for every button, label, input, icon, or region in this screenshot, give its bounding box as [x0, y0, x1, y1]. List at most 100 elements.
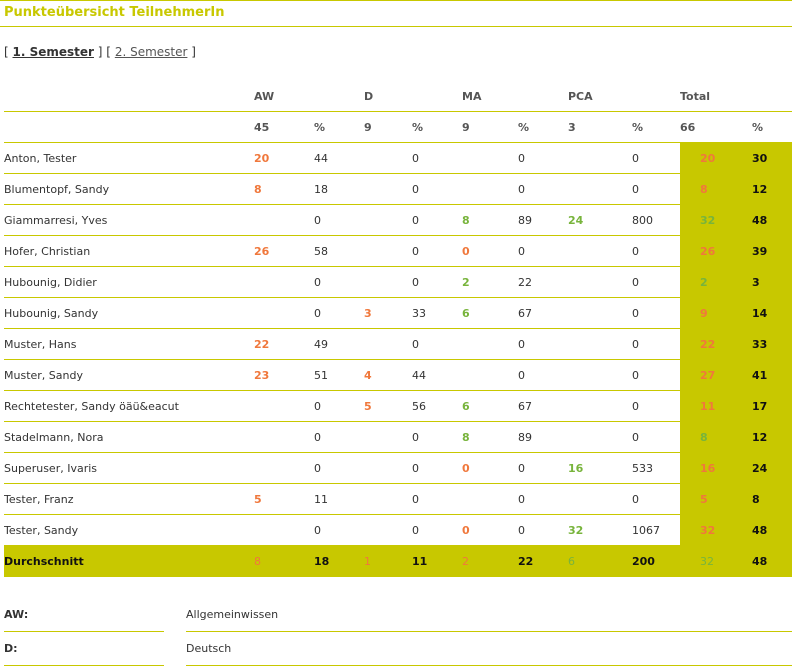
total-points: 32 [680, 514, 752, 546]
total-points-value: 2 [700, 275, 708, 289]
total-points-value: 26 [700, 244, 716, 258]
ma-percent: 0 [518, 483, 568, 515]
pca-percent: 0 [632, 328, 680, 360]
total-points-value: 5 [700, 492, 708, 506]
score-table: AW D MA PCA Total 45 % 9 % 9 % 3 % 66 % … [4, 82, 792, 577]
legend-table: AW: Allgemeinwissen D: Deutsch [4, 598, 792, 666]
ma-points: 8 [462, 204, 518, 236]
average-ma-percent: 22 [518, 545, 568, 577]
total-percent: 12 [752, 173, 792, 205]
total-points-value: 16 [700, 461, 716, 475]
table-row: Giammarresi, Yves 0 0 8 89 24 800 32 48 [4, 204, 792, 236]
d-percent: 0 [412, 483, 462, 515]
total-percent-value: 12 [752, 182, 768, 196]
ma-percent: 0 [518, 452, 568, 484]
pct-label: % [314, 111, 364, 143]
pca-percent: 800 [632, 204, 680, 236]
ma-percent: 0 [518, 514, 568, 546]
ma-points-value: 0 [462, 244, 470, 258]
average-ma-points-value: 2 [462, 554, 469, 568]
pca-percent: 0 [632, 359, 680, 391]
total-percent-value: 8 [752, 492, 760, 506]
pca-percent: 0 [632, 142, 680, 174]
header-total: Total [680, 82, 752, 112]
average-pca-percent: 200 [632, 545, 680, 577]
average-row: Durchschnitt 8 18 1 11 2 22 6 200 32 48 [4, 545, 792, 577]
semester-1-link[interactable]: 1. Semester [12, 45, 94, 59]
semester-nav: [ 1. Semester ] [ 2. Semester ] [4, 45, 196, 59]
d-percent: 0 [412, 142, 462, 174]
aw-points [254, 421, 314, 453]
pca-percent: 0 [632, 173, 680, 205]
participant-name: Giammarresi, Yves [4, 204, 254, 236]
pca-percent: 0 [632, 421, 680, 453]
total-points-value: 11 [700, 399, 716, 413]
pca-percent: 1067 [632, 514, 680, 546]
pca-points-value: 24 [568, 213, 584, 227]
aw-points [254, 452, 314, 484]
group-header-row: AW D MA PCA Total [4, 82, 792, 112]
pca-points [568, 235, 632, 267]
ma-points: 6 [462, 390, 518, 422]
aw-points: 5 [254, 483, 314, 515]
max-total: 66 [680, 111, 752, 143]
aw-points-value: 8 [254, 182, 262, 196]
semester-2-link[interactable]: 2. Semester [114, 45, 188, 59]
total-points: 20 [680, 142, 752, 174]
average-d-percent: 11 [412, 545, 462, 577]
participant-name: Muster, Hans [4, 328, 254, 360]
total-percent: 48 [752, 204, 792, 236]
aw-percent: 0 [314, 452, 364, 484]
legend-key: AW: [4, 598, 164, 632]
d-points [364, 452, 412, 484]
participant-name: Rechtetester, Sandy öäü&eacut [4, 390, 254, 422]
aw-points: 22 [254, 328, 314, 360]
pca-points-value: 32 [568, 523, 584, 537]
total-percent-value: 39 [752, 244, 768, 258]
pca-points [568, 142, 632, 174]
max-d: 9 [364, 111, 412, 143]
total-percent-value: 3 [752, 275, 760, 289]
table-row: Anton, Tester 20 44 0 0 0 20 30 [4, 142, 792, 174]
participant-name: Hubounig, Sandy [4, 297, 254, 329]
aw-percent: 0 [314, 297, 364, 329]
total-points: 8 [680, 173, 752, 205]
d-points-value: 5 [364, 399, 372, 413]
total-percent-value: 12 [752, 430, 768, 444]
ma-percent: 89 [518, 204, 568, 236]
d-points [364, 421, 412, 453]
total-points-value: 32 [700, 523, 716, 537]
pca-points [568, 483, 632, 515]
aw-points-value: 23 [254, 368, 270, 382]
ma-points-value: 0 [462, 523, 470, 537]
pca-percent: 0 [632, 483, 680, 515]
total-points-value: 9 [700, 306, 708, 320]
aw-points-value: 26 [254, 244, 270, 258]
pct-label: % [752, 111, 792, 143]
total-points-value: 27 [700, 368, 716, 382]
ma-points-value: 6 [462, 306, 470, 320]
ma-points [462, 359, 518, 391]
aw-points-value: 5 [254, 492, 262, 506]
total-percent: 8 [752, 483, 792, 515]
table-row: Hubounig, Didier 0 0 2 22 0 2 3 [4, 266, 792, 298]
d-points: 5 [364, 390, 412, 422]
table-row: Tester, Franz 5 11 0 0 0 5 8 [4, 483, 792, 515]
legend-key: D: [4, 631, 164, 666]
aw-percent: 49 [314, 328, 364, 360]
header-aw: AW [254, 82, 314, 112]
ma-percent: 22 [518, 266, 568, 298]
average-total-points-value: 32 [700, 554, 714, 568]
legend-value: Deutsch [186, 631, 792, 666]
table-row: Tester, Sandy 0 0 0 0 32 1067 32 48 [4, 514, 792, 546]
d-percent: 0 [412, 266, 462, 298]
pct-label: % [412, 111, 462, 143]
d-points-value: 3 [364, 306, 372, 320]
participant-name: Hubounig, Didier [4, 266, 254, 298]
total-percent-value: 41 [752, 368, 768, 382]
average-label: Durchschnitt [4, 545, 254, 577]
pca-points [568, 266, 632, 298]
aw-percent: 0 [314, 266, 364, 298]
ma-percent: 0 [518, 173, 568, 205]
table-row: Muster, Sandy 23 51 4 44 0 0 27 41 [4, 359, 792, 391]
